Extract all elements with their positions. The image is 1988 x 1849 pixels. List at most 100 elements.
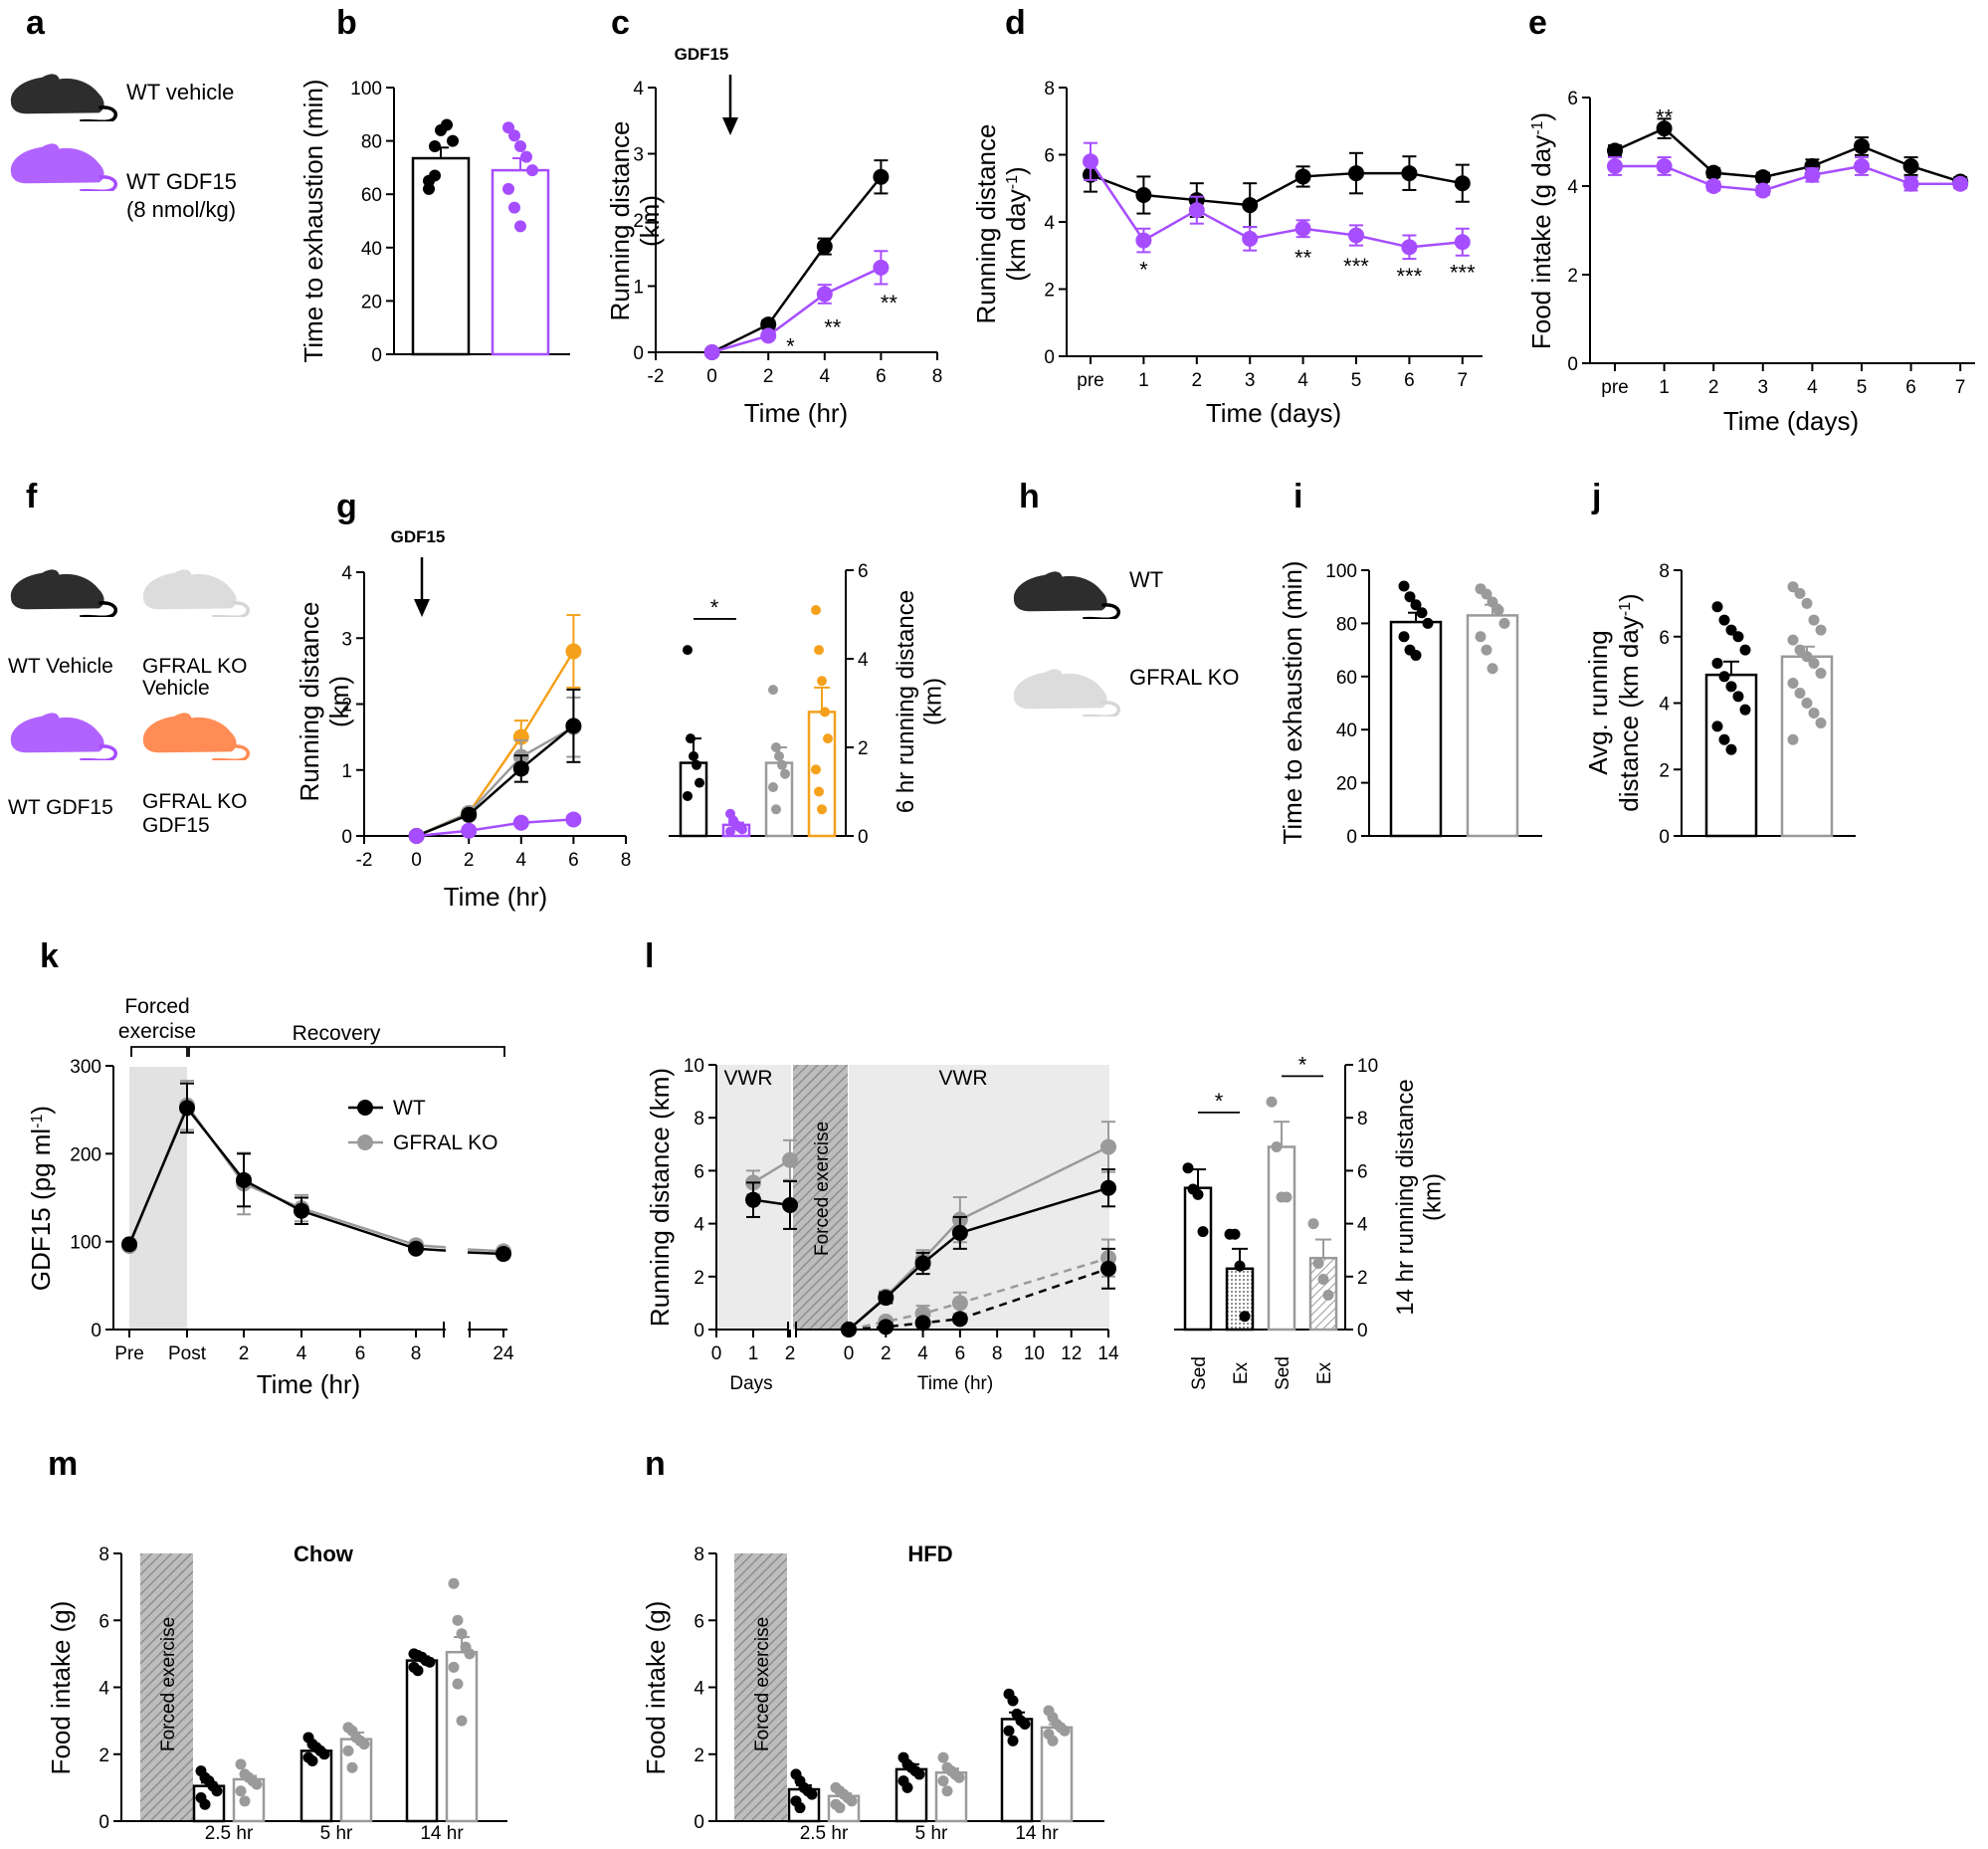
forced-exercise-label-n: Forced exercise xyxy=(752,1617,773,1751)
i-1-dot-5 xyxy=(1475,631,1487,643)
legend-k-ko: GFRAL KO xyxy=(393,1131,497,1154)
k-xtick-label-2: 2 xyxy=(239,1343,250,1364)
i-0-dot-1 xyxy=(1404,591,1416,603)
d-xtick-label-4: 4 xyxy=(1297,370,1308,391)
c-gdf-point-3 xyxy=(873,259,890,276)
d-xtick-label-0: pre xyxy=(1077,370,1103,391)
g2-0-dot-0 xyxy=(683,645,693,656)
j-ylabel2: distance (km day-1) xyxy=(1614,593,1644,811)
b-ylabel: Time to exhaustion (min) xyxy=(298,79,328,362)
c-xtick-label-4: 6 xyxy=(876,366,887,387)
l-wt-sed-point-2 xyxy=(914,1255,931,1272)
chart-n: 0 2 4 6 8 Food intake (g) HFD 2.5 hr 5 hr 14 hr xyxy=(641,1541,1104,1844)
n-g2-0-dot-4 xyxy=(1019,1718,1031,1730)
m-g1-1-dot-5 xyxy=(342,1745,354,1756)
g-xtick-label-3: 4 xyxy=(516,850,527,871)
g-s2-point-1 xyxy=(461,822,478,839)
panel-label-f: f xyxy=(26,478,38,515)
d-wt-point-5 xyxy=(1348,165,1364,182)
j-ytick-label-1: 2 xyxy=(1659,760,1670,781)
mouse-ko-icon-h xyxy=(1014,669,1118,717)
e-gdf-line xyxy=(1615,164,1961,192)
n-g0-0-dot-6 xyxy=(794,1802,806,1814)
j-0-dot-7 xyxy=(1725,681,1737,693)
d-wt-point-1 xyxy=(1135,187,1152,203)
j-1-dot-0 xyxy=(1787,581,1799,593)
m-g2-1-dot-2 xyxy=(456,1628,468,1640)
l2-1-dot-1 xyxy=(1229,1228,1241,1240)
i-ytick-label-4: 80 xyxy=(1336,614,1357,635)
g-ytick-label-3: 3 xyxy=(341,629,352,650)
gdf15-arrow-label-g: GDF15 xyxy=(391,527,446,546)
g2-3-dot-5 xyxy=(811,764,821,775)
l-wt-sed-point-4 xyxy=(1100,1179,1116,1196)
n-g2-0-dot-6 xyxy=(1007,1735,1019,1746)
g-s0-point-2 xyxy=(512,760,529,777)
g2-0-dot-1 xyxy=(686,733,696,744)
l-wt-ex-point-2 xyxy=(914,1315,931,1332)
j-0-dot-1 xyxy=(1718,614,1730,626)
i-1-dot-7 xyxy=(1487,663,1498,675)
l-ytick-label-2: 4 xyxy=(694,1215,704,1236)
e-wt-point-6 xyxy=(1902,157,1919,174)
n-g2-1-dot-4 xyxy=(1059,1725,1071,1737)
n-g1-1-dot-5 xyxy=(937,1775,949,1787)
g2-3-dot-3 xyxy=(820,707,830,718)
g2-1-dot-4 xyxy=(737,824,747,835)
g2-ytick-label-3: 6 xyxy=(858,561,869,582)
b-1-dot-7 xyxy=(514,220,526,233)
l2-3-dot-0 xyxy=(1307,1218,1319,1230)
l-ko-days-point-1 xyxy=(782,1151,798,1168)
j-1-dot-1 xyxy=(1794,587,1806,599)
n-g1-1-dot-6 xyxy=(941,1785,953,1797)
chart-d: 0 2 4 6 8 pre 1 2 3 4 5 6 7 Running distance (km day-1… xyxy=(971,79,1483,428)
l-ylabel: Running distance (km) xyxy=(645,1068,675,1327)
m-g0-0-dot-4 xyxy=(211,1785,223,1797)
g2-ylabel: 6 hr running distance(km) xyxy=(893,590,947,813)
m-title: Chow xyxy=(294,1541,354,1566)
c-wt-point-2 xyxy=(816,238,833,255)
e-wt-point-1 xyxy=(1656,120,1673,137)
g2-0-dot-3 xyxy=(692,759,701,770)
n-g2-0-dot-5 xyxy=(1003,1725,1015,1737)
n-ytick-label-1: 2 xyxy=(694,1746,704,1766)
m-group-label-2: 14 hr xyxy=(420,1823,464,1844)
legend-h-ko: GFRAL KO xyxy=(1129,665,1239,690)
g2-0-dot-4 xyxy=(695,777,704,788)
c-ytick-label-3: 3 xyxy=(633,145,644,166)
legend-k-wt-marker xyxy=(357,1100,373,1116)
l-ko-sed-point-4 xyxy=(1100,1138,1116,1155)
vwr-label-1: VWR xyxy=(724,1067,773,1090)
m-g2-0-dot-4 xyxy=(424,1656,436,1668)
l-ko-ex-point-3 xyxy=(951,1295,968,1312)
c-star-1: ** xyxy=(824,315,842,340)
n-g1-0-dot-4 xyxy=(913,1768,925,1780)
l-xtick-label-6: 12 xyxy=(1061,1343,1082,1364)
j-ytick-label-2: 4 xyxy=(1659,695,1670,716)
n-g2-1-dot-6 xyxy=(1047,1735,1059,1746)
l2-2-bar xyxy=(1267,1145,1296,1332)
m-group-label-0: 2.5 hr xyxy=(205,1823,254,1844)
g-ytick-label-2: 2 xyxy=(341,696,352,717)
g-ytick-label-4: 4 xyxy=(341,563,352,584)
vwr-label-2: VWR xyxy=(939,1067,988,1090)
j-1-dot-11 xyxy=(1794,687,1806,699)
g-s0-line xyxy=(416,724,575,838)
j-1-dot-8 xyxy=(1808,657,1820,669)
m-ytick-label-3: 6 xyxy=(99,1611,109,1632)
g2-ytick-label-0: 0 xyxy=(858,827,869,848)
panel-label-e: e xyxy=(1528,4,1547,42)
legend-k: WT GFRAL KO xyxy=(348,1097,497,1154)
gdf15-arrow-label-c: GDF15 xyxy=(675,45,729,64)
i-ytick-label-0: 0 xyxy=(1346,827,1357,848)
e-gdf-point-3 xyxy=(1754,182,1771,199)
c-xtick-label-5: 8 xyxy=(932,366,943,387)
l2-2-dot-0 xyxy=(1266,1096,1278,1108)
m-g2-1-bar xyxy=(445,1650,479,1823)
legend-k-wt: WT xyxy=(393,1097,426,1120)
k-ytick-label-3: 300 xyxy=(70,1057,101,1078)
c-wt-point-1 xyxy=(760,316,777,333)
i-1-dot-4 xyxy=(1498,617,1510,629)
